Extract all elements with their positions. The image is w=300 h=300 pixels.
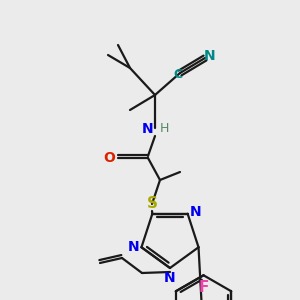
- Text: C: C: [173, 68, 183, 82]
- Text: N: N: [190, 205, 201, 219]
- Text: H: H: [159, 122, 169, 136]
- Text: O: O: [103, 151, 115, 165]
- Text: N: N: [128, 240, 139, 254]
- Text: N: N: [164, 271, 176, 285]
- Text: F: F: [198, 280, 209, 295]
- Text: N: N: [142, 122, 154, 136]
- Text: S: S: [146, 196, 158, 211]
- Text: N: N: [204, 49, 216, 63]
